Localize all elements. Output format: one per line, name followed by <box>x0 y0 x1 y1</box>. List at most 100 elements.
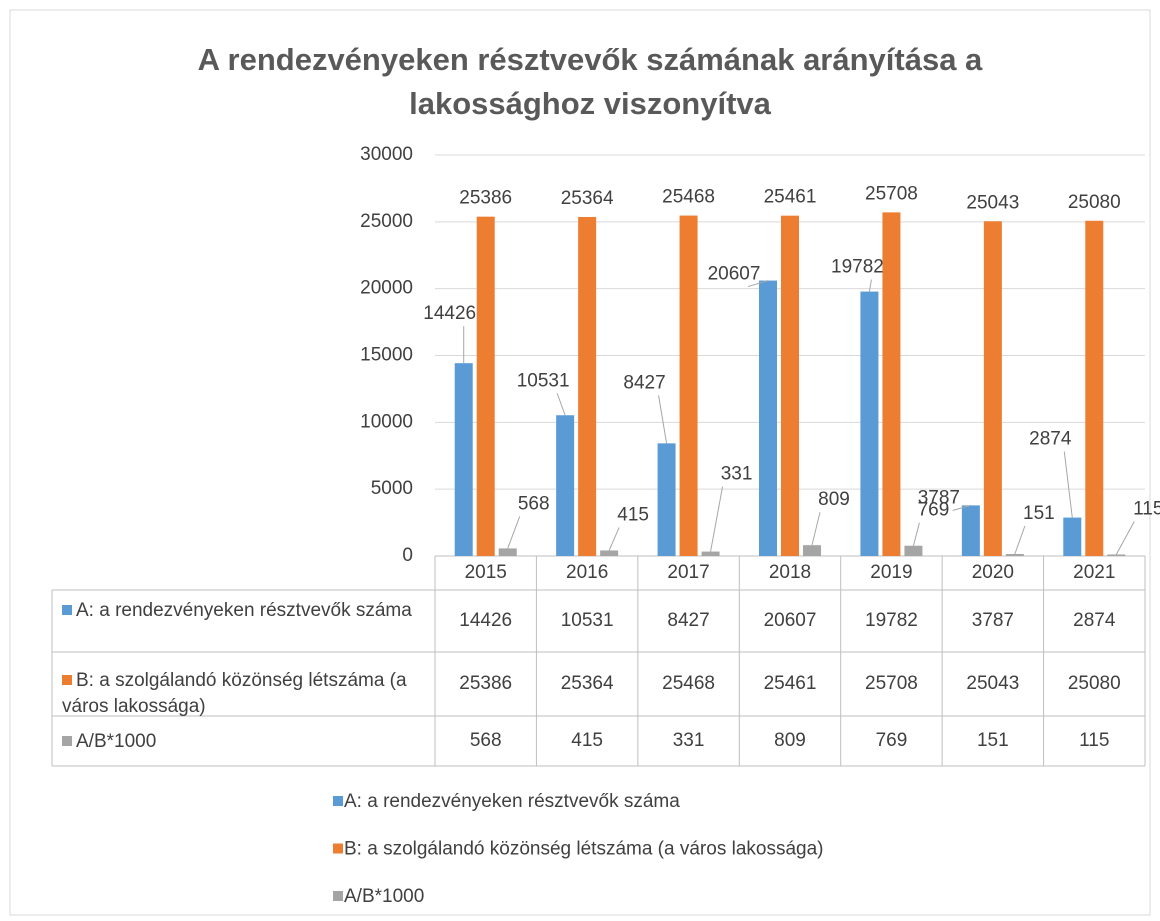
legend-swatch <box>333 891 343 901</box>
x-tick-label: 2017 <box>667 562 709 583</box>
bar <box>1107 554 1126 556</box>
table-value: 20607 <box>763 610 817 631</box>
table-value: 568 <box>469 730 502 751</box>
bar <box>556 415 575 556</box>
table-row-label: A: a rendezvényeken résztvevők száma <box>62 598 432 624</box>
y-tick-label: 30000 <box>360 144 413 165</box>
bar <box>904 545 923 556</box>
leader-line <box>1115 521 1135 555</box>
x-tick-label: 2019 <box>870 562 912 583</box>
data-label: 25708 <box>865 183 918 204</box>
leader-line <box>952 504 971 511</box>
table-value: 25386 <box>459 673 513 694</box>
data-label: 2874 <box>1029 429 1072 450</box>
data-label: 25080 <box>1068 192 1121 213</box>
table-value: 151 <box>976 730 1009 751</box>
leader-line <box>658 395 668 444</box>
x-tick-label: 2015 <box>465 562 507 583</box>
bar <box>476 216 495 556</box>
bar <box>1005 553 1024 556</box>
table-value: 25364 <box>560 673 614 694</box>
table-value: 10531 <box>560 610 614 631</box>
data-label: 568 <box>518 493 550 514</box>
table-value: 2874 <box>1073 610 1116 631</box>
y-tick-label: 10000 <box>360 411 413 432</box>
data-label: 19782 <box>831 257 884 278</box>
data-label: 20607 <box>708 264 761 285</box>
legend-swatch <box>62 605 72 615</box>
leader-line <box>912 522 920 546</box>
y-tick-label: 5000 <box>371 478 413 499</box>
data-label: 809 <box>818 489 850 510</box>
bar <box>882 212 901 556</box>
bar <box>803 545 821 556</box>
legend-swatch <box>62 736 72 746</box>
leader-line <box>811 512 821 546</box>
bar <box>657 443 676 556</box>
bar <box>600 550 619 556</box>
table-value: 25708 <box>865 673 918 694</box>
data-label: 25461 <box>764 187 817 208</box>
bar <box>679 215 698 556</box>
table-value: 809 <box>774 730 806 751</box>
table-value: 331 <box>672 730 705 751</box>
legend-swatch <box>333 843 343 854</box>
row-label: A/B*1000 <box>76 731 157 752</box>
table-value: 25080 <box>1067 673 1121 694</box>
x-tick-label: 2021 <box>1073 562 1115 583</box>
chart-border <box>9 9 1151 916</box>
data-label: 10531 <box>517 370 570 391</box>
table-value: 8427 <box>667 610 710 631</box>
legend-swatch <box>333 796 343 806</box>
table-value: 115 <box>1079 730 1110 751</box>
data-label: 8427 <box>623 372 665 393</box>
chart-title: A rendezvényeken résztvevők számának ará… <box>197 42 983 121</box>
data-label: 25468 <box>662 187 715 208</box>
table-value: 14426 <box>459 610 513 631</box>
bar <box>498 548 517 556</box>
bar <box>454 363 473 556</box>
leader-line <box>747 280 769 288</box>
bar <box>860 291 879 556</box>
table-row-label: A/B*1000 <box>62 729 432 755</box>
y-tick-label: 25000 <box>360 211 413 232</box>
data-label: 151 <box>1023 503 1055 524</box>
table-value: 19782 <box>865 610 918 631</box>
row-label: B: a szolgálandó közönség létszáma (a vá… <box>62 670 407 717</box>
legend-label: A: a rendezvényeken résztvevők száma <box>344 791 680 812</box>
bar <box>781 215 799 556</box>
y-tick-label: 20000 <box>360 278 413 299</box>
bar <box>1063 517 1082 556</box>
table-row-label: B: a szolgálandó közönség létszáma (a vá… <box>62 668 432 720</box>
legend-label: B: a szolgálandó közönség létszáma (a vá… <box>344 839 823 860</box>
data-label: 769 <box>918 500 950 521</box>
table-value: 415 <box>571 730 603 751</box>
bar <box>983 221 1002 557</box>
bar <box>701 551 720 556</box>
leader-line <box>710 486 724 552</box>
x-tick-label: 2020 <box>972 562 1014 583</box>
bar <box>578 216 597 556</box>
data-label: 115 <box>1133 498 1160 519</box>
x-tick-label: 2016 <box>566 562 608 583</box>
legend-swatch <box>62 675 72 685</box>
data-label: 3787 <box>918 487 960 508</box>
table-value: 3787 <box>971 610 1014 631</box>
data-label: 25043 <box>966 192 1019 213</box>
table-value: 25468 <box>662 673 715 694</box>
data-label: 25386 <box>459 188 512 209</box>
leader-line <box>608 527 620 551</box>
leader-line <box>1014 525 1026 555</box>
bar <box>1085 220 1104 556</box>
table-value: 25461 <box>763 673 817 694</box>
y-tick-label: 0 <box>402 545 413 566</box>
table-value: 25043 <box>966 673 1020 694</box>
leader-line <box>507 516 521 549</box>
data-label: 25364 <box>561 188 614 209</box>
data-label: 415 <box>617 504 649 525</box>
leader-line <box>556 393 566 416</box>
leader-line <box>868 279 872 292</box>
row-label: A: a rendezvényeken résztvevők száma <box>76 600 412 621</box>
